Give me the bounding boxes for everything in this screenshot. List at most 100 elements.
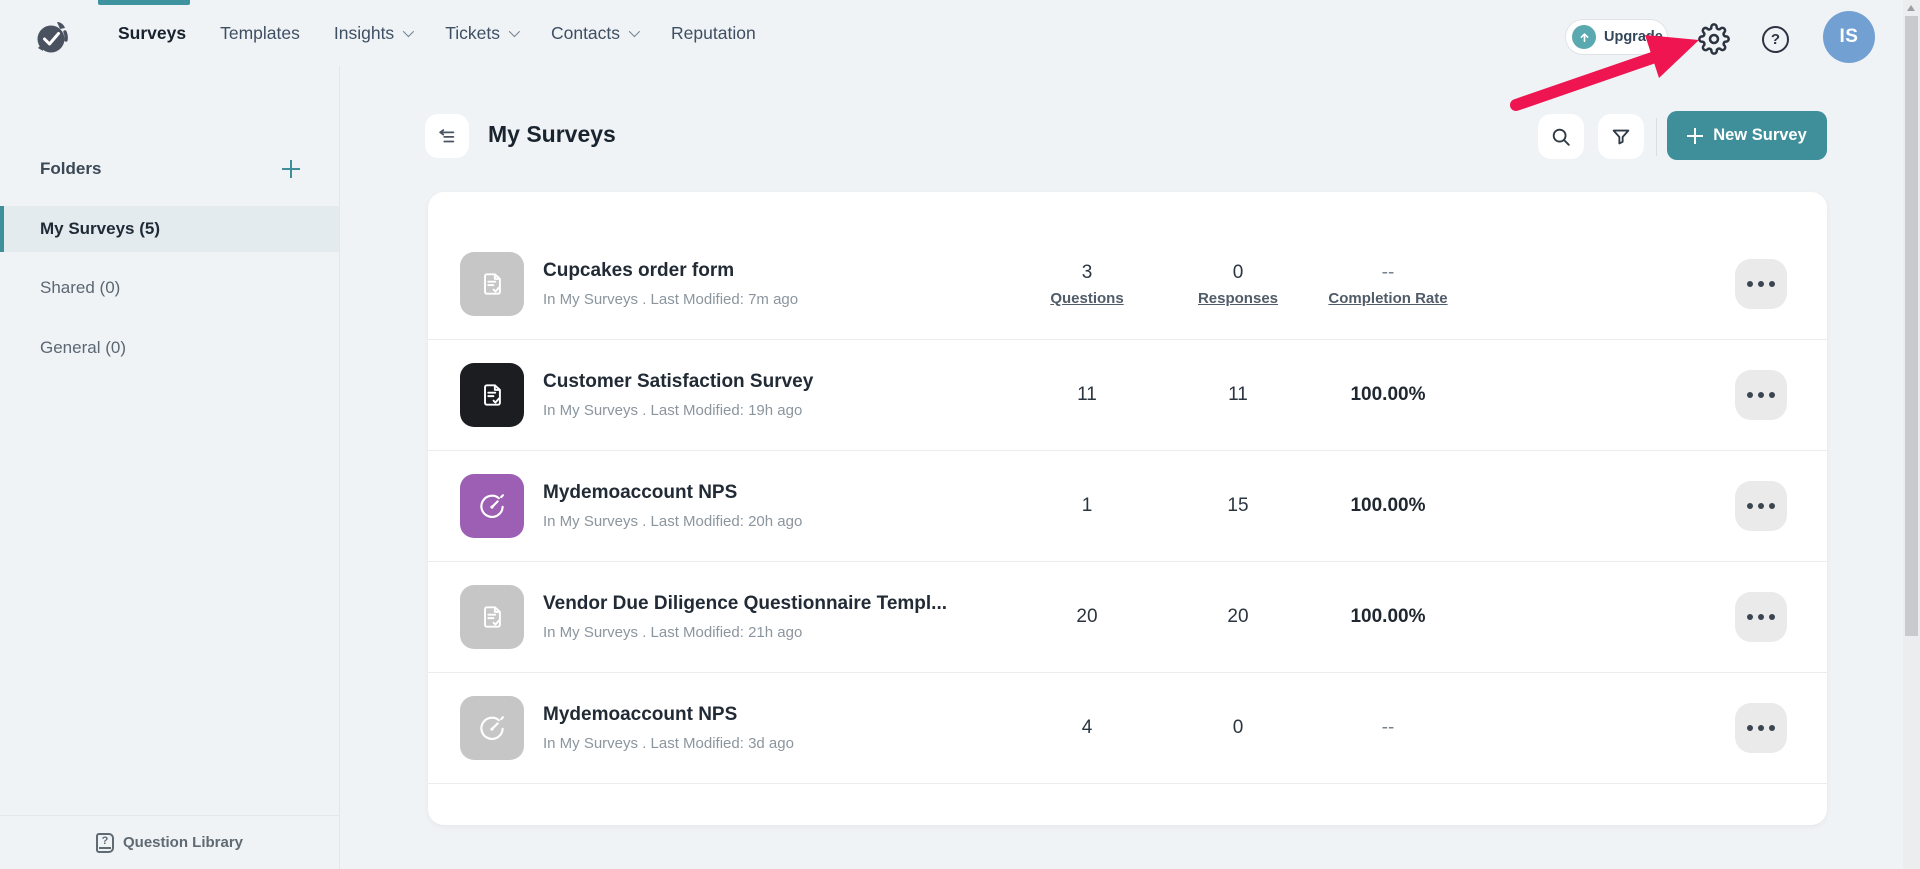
questions-stat: 4: [1012, 673, 1162, 783]
search-icon: [1552, 128, 1570, 146]
nps-gauge-icon: [460, 474, 524, 538]
survey-title[interactable]: Cupcakes order form: [543, 260, 735, 281]
scrollbar-up-arrow-icon[interactable]: [1907, 5, 1915, 11]
survey-text-block: Mydemoaccount NPS In My Surveys . Last M…: [543, 451, 802, 561]
survey-text-block: Vendor Due Diligence Questionnaire Templ…: [543, 562, 947, 672]
responses-stat: 20: [1163, 562, 1313, 672]
help-icon[interactable]: ?: [1762, 26, 1789, 53]
survey-list-card: Cupcakes order form In My Surveys . Last…: [428, 192, 1827, 825]
completion-stat: 100.00%: [1288, 562, 1488, 672]
questions-count: 4: [1081, 717, 1093, 738]
toolbar-divider: [1656, 118, 1657, 156]
survey-row[interactable]: Vendor Due Diligence Questionnaire Templ…: [428, 562, 1827, 673]
questions-stat: 1: [1012, 451, 1162, 561]
active-tab-underline: [98, 0, 190, 5]
survey-app-logo-icon[interactable]: [32, 18, 72, 58]
sidebar-item-general[interactable]: General (0): [40, 338, 126, 357]
search-button[interactable]: [1538, 114, 1584, 159]
completion-value: --: [1381, 717, 1395, 738]
completion-value: 100.00%: [1350, 384, 1426, 405]
survey-row[interactable]: Mydemoaccount NPS In My Surveys . Last M…: [428, 451, 1827, 562]
responses-count: 20: [1227, 606, 1249, 627]
completion-stat: --: [1288, 673, 1488, 783]
nav-item-contacts[interactable]: Contacts: [551, 23, 641, 44]
folders-title: Folders: [40, 159, 102, 178]
upgrade-button[interactable]: Upgrade: [1565, 19, 1668, 55]
completion-value: 100.00%: [1350, 495, 1426, 516]
completion-value: 100.00%: [1350, 606, 1426, 627]
question-library-book-icon: ?: [95, 832, 114, 853]
survey-text-block: Customer Satisfaction Survey In My Surve…: [543, 340, 813, 450]
survey-meta: In My Surveys . Last Modified: 21h ago: [543, 624, 803, 641]
survey-meta: In My Surveys . Last Modified: 3d ago: [543, 735, 794, 752]
survey-doc-icon: [460, 363, 524, 427]
completion-stat: 100.00%: [1288, 451, 1488, 561]
responses-stat: 11: [1163, 340, 1313, 450]
survey-row[interactable]: Customer Satisfaction Survey In My Surve…: [428, 340, 1827, 451]
collapse-sidebar-icon: [439, 129, 455, 143]
survey-text-block: Cupcakes order form In My Surveys . Last…: [543, 229, 798, 339]
top-header: Surveys Templates Insights Tickets Conta…: [0, 0, 1903, 66]
nav-item-reputation[interactable]: Reputation: [671, 22, 756, 43]
survey-doc-icon: [460, 252, 524, 316]
page-title: My Surveys: [488, 121, 616, 147]
nav-item-surveys[interactable]: Surveys: [118, 22, 187, 43]
new-survey-button[interactable]: New Survey: [1667, 111, 1827, 160]
responses-stat: 0: [1163, 673, 1313, 783]
survey-row[interactable]: Mydemoaccount NPS In My Surveys . Last M…: [428, 673, 1827, 784]
survey-row[interactable]: Cupcakes order form In My Surveys . Last…: [428, 229, 1827, 340]
questions-count: 11: [1077, 384, 1097, 405]
row-more-button[interactable]: [1735, 259, 1787, 309]
nps-gauge-icon: [460, 696, 524, 760]
responses-stat: 15: [1163, 451, 1313, 561]
scrollbar-thumb[interactable]: [1905, 16, 1918, 636]
row-more-button[interactable]: [1735, 703, 1787, 753]
responses-count: 0: [1232, 717, 1244, 738]
questions-count: 3: [1081, 261, 1093, 283]
survey-title[interactable]: Mydemoaccount NPS: [543, 482, 738, 503]
completion-value: --: [1381, 261, 1395, 283]
main-nav: Surveys Templates Insights Tickets Conta…: [118, 0, 756, 66]
user-avatar[interactable]: IS: [1823, 11, 1875, 63]
completion-rate-link[interactable]: Completion Rate: [1328, 289, 1448, 307]
survey-doc-icon: [460, 585, 524, 649]
question-library-label: Question Library: [122, 834, 244, 851]
questions-link[interactable]: Questions: [1050, 289, 1124, 307]
responses-link[interactable]: Responses: [1197, 289, 1279, 307]
plus-icon: [1687, 127, 1704, 144]
collapse-sidebar-button[interactable]: [425, 114, 469, 158]
row-more-button[interactable]: [1735, 592, 1787, 642]
sidebar-item-my-surveys[interactable]: My Surveys (5): [0, 206, 339, 252]
questions-stat: 3 Questions: [1012, 229, 1162, 339]
row-more-button[interactable]: [1735, 481, 1787, 531]
folders-sidebar: Folders My Surveys (5) Shared (0) Genera…: [0, 66, 340, 869]
survey-title[interactable]: Mydemoaccount NPS: [543, 704, 738, 725]
questions-count: 1: [1081, 495, 1093, 516]
questions-count: 20: [1076, 606, 1098, 627]
nav-item-insights[interactable]: Insights: [334, 23, 415, 44]
survey-meta: In My Surveys . Last Modified: 19h ago: [543, 402, 803, 419]
chevron-down-icon: [508, 25, 521, 38]
survey-title[interactable]: Vendor Due Diligence Questionnaire Templ…: [543, 593, 948, 614]
scrollbar-track[interactable]: [1903, 0, 1920, 869]
survey-title[interactable]: Customer Satisfaction Survey: [543, 371, 814, 392]
question-library-button[interactable]: ? Question Library: [0, 815, 339, 869]
row-more-button[interactable]: [1735, 370, 1787, 420]
filter-button[interactable]: [1598, 114, 1644, 159]
sidebar-item-shared[interactable]: Shared (0): [40, 278, 121, 297]
responses-count: 0: [1232, 261, 1244, 283]
responses-count: 11: [1228, 384, 1248, 405]
responses-count: 15: [1227, 495, 1249, 516]
add-folder-icon[interactable]: [281, 159, 301, 179]
nav-item-tickets[interactable]: Tickets: [445, 23, 521, 44]
questions-stat: 20: [1012, 562, 1162, 672]
settings-gear-icon[interactable]: [1698, 23, 1730, 55]
upgrade-label: Upgrade: [1604, 29, 1663, 45]
folders-header: Folders: [0, 154, 339, 184]
nav-item-templates[interactable]: Templates: [220, 22, 300, 43]
survey-meta: In My Surveys . Last Modified: 20h ago: [543, 513, 803, 530]
filter-funnel-icon: [1612, 129, 1630, 144]
upgrade-arrow-icon: [1572, 25, 1596, 49]
responses-stat: 0 Responses: [1163, 229, 1313, 339]
